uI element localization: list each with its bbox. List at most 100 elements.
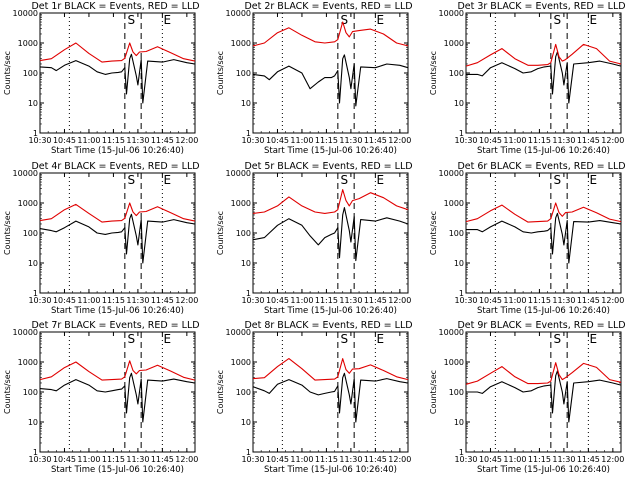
y-tick-label: 1 — [459, 448, 464, 457]
x-tick-label: 11:45 — [577, 136, 600, 145]
chart-title: Det 7r BLACK = Events, RED = LLD — [31, 320, 199, 331]
y-tick-label: 1000 — [18, 358, 38, 367]
marker-label-s: S — [554, 13, 562, 27]
y-axis-label: Counts/sec — [429, 211, 438, 255]
chart-title: Det 2r BLACK = Events, RED = LLD — [244, 1, 412, 12]
y-tick-label: 10 — [28, 99, 38, 108]
marker-label-s: S — [554, 332, 562, 346]
plot-frame — [465, 12, 622, 134]
x-tick-label: 11:45 — [151, 296, 174, 305]
x-tick-label: 10:45 — [266, 136, 289, 145]
y-tick-label: 10 — [454, 259, 464, 268]
y-tick-label: 10 — [454, 418, 464, 427]
y-axis-label: Counts/sec — [3, 51, 12, 95]
x-tick-label: 11:00 — [290, 455, 313, 464]
chart-title: Det 8r BLACK = Events, RED = LLD — [244, 320, 412, 331]
x-tick-label: 11:00 — [77, 455, 100, 464]
x-tick-label: 11:45 — [577, 455, 600, 464]
y-tick-label: 10000 — [439, 169, 464, 178]
chart-panel-6: Det 6r BLACK = Events, RED = LLD 1 10 100 10… — [429, 161, 626, 316]
y-tick-label: 10000 — [439, 9, 464, 18]
y-tick-label: 10 — [454, 99, 464, 108]
x-tick-label: 10:30 — [241, 296, 264, 305]
marker-label-e: E — [589, 332, 597, 346]
x-tick-label: 11:45 — [151, 455, 174, 464]
marker-label-e: E — [163, 13, 171, 27]
chart-panel-3: Det 3r BLACK = Events, RED = LLD 1 10 100 10… — [429, 1, 626, 156]
x-tick-label: 11:30 — [552, 296, 575, 305]
y-tick-label: 100 — [23, 388, 38, 397]
y-axis-label: Counts/sec — [216, 211, 225, 255]
x-axis-label: Start Time (15-Jul-06 10:26:40) — [264, 306, 397, 316]
y-tick-label: 100 — [236, 69, 251, 78]
y-axis-label: Counts/sec — [3, 370, 12, 414]
y-tick-label: 1000 — [231, 39, 251, 48]
x-tick-label: 12:00 — [601, 455, 624, 464]
marker-label-e: E — [163, 173, 171, 187]
events-series-line — [252, 372, 409, 423]
y-tick-label: 10000 — [13, 169, 38, 178]
marker-label-s: S — [128, 13, 136, 27]
y-tick-label: 100 — [449, 69, 464, 78]
x-tick-label: 11:00 — [290, 296, 313, 305]
chart-title: Det 4r BLACK = Events, RED = LLD — [31, 161, 199, 172]
y-tick-label: 10000 — [13, 328, 38, 337]
x-tick-label: 10:45 — [53, 136, 76, 145]
y-tick-label: 1000 — [18, 39, 38, 48]
x-tick-label: 12:00 — [388, 136, 411, 145]
x-tick-label: 10:30 — [241, 136, 264, 145]
x-axis-label: Start Time (15-Jul-06 10:26:40) — [264, 146, 397, 156]
y-tick-label: 10 — [241, 99, 251, 108]
events-series-line — [39, 53, 196, 104]
y-tick-label: 10000 — [439, 328, 464, 337]
x-tick-label: 10:30 — [454, 136, 477, 145]
chart-panel-1: Det 1r BLACK = Events, RED = LLD 1 10 100 10… — [3, 1, 200, 156]
marker-label-e: E — [376, 13, 384, 27]
events-series-line — [466, 51, 622, 104]
x-tick-label: 11:30 — [339, 296, 362, 305]
x-tick-label: 10:45 — [479, 136, 502, 145]
x-tick-label: 11:00 — [503, 296, 526, 305]
chart-panel-8: Det 8r BLACK = Events, RED = LLD 1 10 100 10… — [216, 320, 413, 475]
chart-title: Det 5r BLACK = Events, RED = LLD — [244, 161, 412, 172]
x-axis-label: Start Time (15-Jul-06 10:26:40) — [51, 306, 184, 316]
lld-series-line — [252, 189, 409, 214]
y-tick-label: 10000 — [226, 328, 251, 337]
marker-label-e: E — [376, 173, 384, 187]
y-tick-label: 10 — [28, 418, 38, 427]
x-tick-label: 11:00 — [503, 455, 526, 464]
x-tick-label: 11:45 — [151, 136, 174, 145]
x-tick-label: 11:45 — [364, 455, 387, 464]
marker-label-e: E — [376, 332, 384, 346]
x-tick-label: 10:30 — [28, 136, 51, 145]
y-axis-label: Counts/sec — [216, 370, 225, 414]
marker-label-e: E — [589, 13, 597, 27]
plot-frame — [465, 172, 622, 294]
y-tick-label: 1 — [246, 289, 251, 298]
x-axis-label: Start Time (15-Jul-06 10:26:40) — [51, 465, 184, 475]
y-tick-label: 1 — [246, 448, 251, 457]
x-tick-label: 11:15 — [102, 455, 125, 464]
chart-panel-4: Det 4r BLACK = Events, RED = LLD 1 10 100 10… — [3, 161, 200, 316]
x-tick-label: 12:00 — [388, 296, 411, 305]
lld-series-line — [39, 360, 196, 381]
y-tick-label: 100 — [236, 388, 251, 397]
y-tick-label: 1 — [33, 129, 38, 138]
chart-panel-7: Det 7r BLACK = Events, RED = LLD 1 10 100 10… — [3, 320, 200, 475]
x-tick-label: 11:30 — [126, 455, 149, 464]
x-tick-label: 12:00 — [175, 455, 198, 464]
chart-title: Det 3r BLACK = Events, RED = LLD — [457, 1, 625, 12]
x-axis-label: Start Time (15-Jul-06 10:26:40) — [477, 306, 610, 316]
marker-label-s: S — [341, 173, 349, 187]
x-axis-label: Start Time (15-Jul-06 10:26:40) — [477, 465, 610, 475]
y-tick-label: 1 — [459, 289, 464, 298]
x-tick-label: 10:45 — [266, 296, 289, 305]
chart-title: Det 9r BLACK = Events, RED = LLD — [457, 320, 625, 331]
x-tick-label: 11:30 — [552, 136, 575, 145]
marker-label-s: S — [341, 332, 349, 346]
y-tick-label: 100 — [23, 229, 38, 238]
lld-series-line — [465, 362, 622, 385]
y-tick-label: 10000 — [226, 169, 251, 178]
marker-label-e: E — [589, 173, 597, 187]
x-tick-label: 11:30 — [126, 136, 149, 145]
